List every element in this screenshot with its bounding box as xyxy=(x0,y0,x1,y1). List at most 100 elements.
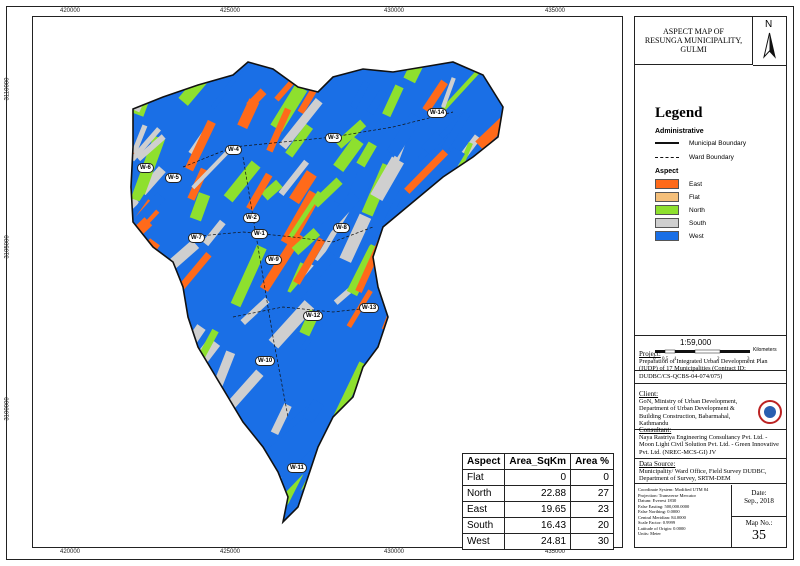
aspect-patch xyxy=(475,104,503,150)
ward-label: W-1 xyxy=(251,229,268,239)
aspect-patch xyxy=(314,208,350,263)
aspect-patch xyxy=(370,156,404,202)
ward-label: W-4 xyxy=(225,145,242,155)
aspect-patch xyxy=(447,321,475,349)
aspect-patch xyxy=(131,335,143,377)
aspect-patch xyxy=(289,249,337,302)
ward-boundary xyxy=(187,226,374,243)
aspect-patch xyxy=(168,422,227,480)
aspect-patch xyxy=(240,297,270,326)
aspect-patch xyxy=(131,498,150,522)
scale-ratio: 1:59,000 xyxy=(680,338,712,347)
aspect-patch xyxy=(393,430,424,465)
aspect-patch xyxy=(131,286,156,332)
aspect-patch xyxy=(493,307,503,351)
scale-unit: Kilometers xyxy=(753,347,777,353)
aspect-patch xyxy=(395,360,428,392)
aspect-patch xyxy=(234,526,264,547)
aspect-patch xyxy=(425,183,465,248)
footer-section: Coordinate System: Modified UTM 84 Proje… xyxy=(635,485,786,547)
aspect-patch xyxy=(441,77,456,108)
aspect-patch xyxy=(291,227,321,256)
aspect-patch xyxy=(501,273,503,323)
y-tick-left: 3105000 xyxy=(4,235,11,259)
date-box: Date: Sep., 2018 xyxy=(732,485,786,517)
aspect-patch xyxy=(487,176,503,201)
table-cell: Flat xyxy=(461,469,506,486)
aspect-patch xyxy=(425,360,446,384)
aspect-patch xyxy=(85,286,101,308)
aspect-patch xyxy=(421,131,444,155)
aspect-patch xyxy=(311,177,343,208)
aspect-patch xyxy=(77,137,108,205)
ward-label: W-10 xyxy=(255,356,276,366)
table-cell: West xyxy=(461,533,506,550)
aspect-patch xyxy=(131,500,136,522)
aspect-patch xyxy=(415,500,448,522)
ward-label: W-13 xyxy=(359,303,380,313)
table-cell: East xyxy=(461,501,506,518)
aspect-patch xyxy=(468,313,503,365)
aspect-patch xyxy=(381,321,425,376)
aspect-patch xyxy=(246,88,267,109)
scale-tick: 2 xyxy=(717,357,720,362)
aspect-patch xyxy=(88,228,125,295)
aspect-patch xyxy=(165,409,207,469)
aspect-patch xyxy=(397,358,452,409)
table-row: South 16.43 20 xyxy=(461,517,614,534)
aspect-patch xyxy=(289,170,317,205)
aspect-patch xyxy=(511,196,542,250)
table-cell: South xyxy=(461,517,506,534)
table-cell: 19.65 xyxy=(504,501,572,518)
aspect-patch xyxy=(284,471,310,514)
ward-boundary xyxy=(242,156,289,418)
table-cell: 30 xyxy=(570,533,614,550)
client-section: Client: GoN, Ministry of Urban Developme… xyxy=(635,390,786,430)
ward-label: W-2 xyxy=(243,213,260,223)
legend-ward-boundary: Ward Boundary xyxy=(655,152,734,162)
data-source-section: Data Source: Municipality/ Ward Office, … xyxy=(635,460,786,484)
projection-info: Coordinate System: Modified UTM 84 Proje… xyxy=(635,485,732,547)
aspect-patch xyxy=(412,497,454,522)
x-tick-bottom: 430000 xyxy=(384,549,405,555)
aspect-patch xyxy=(131,487,157,522)
aspect-patch xyxy=(386,112,422,158)
aspect-patch xyxy=(261,179,283,201)
legend-item-flat: Flat xyxy=(655,192,700,202)
aspect-patch xyxy=(187,400,213,442)
aspect-patch xyxy=(131,100,134,124)
legend-title: Legend xyxy=(655,105,703,121)
table-cell: 27 xyxy=(570,485,614,502)
aspect-patch xyxy=(191,147,232,190)
aspect-patch xyxy=(136,134,166,162)
aspect-patch xyxy=(202,219,226,247)
aspect-patch xyxy=(435,214,465,242)
ward-boundary xyxy=(182,111,454,168)
aspect-area-table: Aspect Area_SqKm Area % Flat 0 0 North 22.8… xyxy=(461,453,614,550)
aspect-patch xyxy=(146,471,171,511)
aspect-patch xyxy=(423,393,462,436)
x-tick-bottom: 425000 xyxy=(220,549,241,555)
aspect-patch xyxy=(277,520,314,522)
aspect-patch xyxy=(90,64,123,111)
ward-boundary xyxy=(232,306,379,318)
aspect-patch xyxy=(293,237,326,285)
flat-swatch xyxy=(655,192,679,202)
scale-tick: 3 xyxy=(747,357,750,362)
aspect-patch xyxy=(80,214,107,257)
x-tick-bottom: 435000 xyxy=(545,549,566,555)
aspect-patch xyxy=(131,264,160,297)
aspect-patch xyxy=(531,88,552,114)
ward-label: W-9 xyxy=(265,255,282,265)
scale-tick: 1 xyxy=(674,357,677,362)
aspect-patch xyxy=(330,361,367,425)
aspect-patch xyxy=(374,473,403,522)
legend-item-south: South xyxy=(655,218,706,228)
north-arrow: N xyxy=(753,17,786,66)
ward-label: W-7 xyxy=(188,233,205,243)
aspect-patch xyxy=(131,333,160,378)
legend-aspect-heading: Aspect xyxy=(655,168,679,175)
aspect-patch xyxy=(76,151,111,215)
aspect-patch xyxy=(388,400,418,441)
title-line: GULMI xyxy=(680,45,707,54)
